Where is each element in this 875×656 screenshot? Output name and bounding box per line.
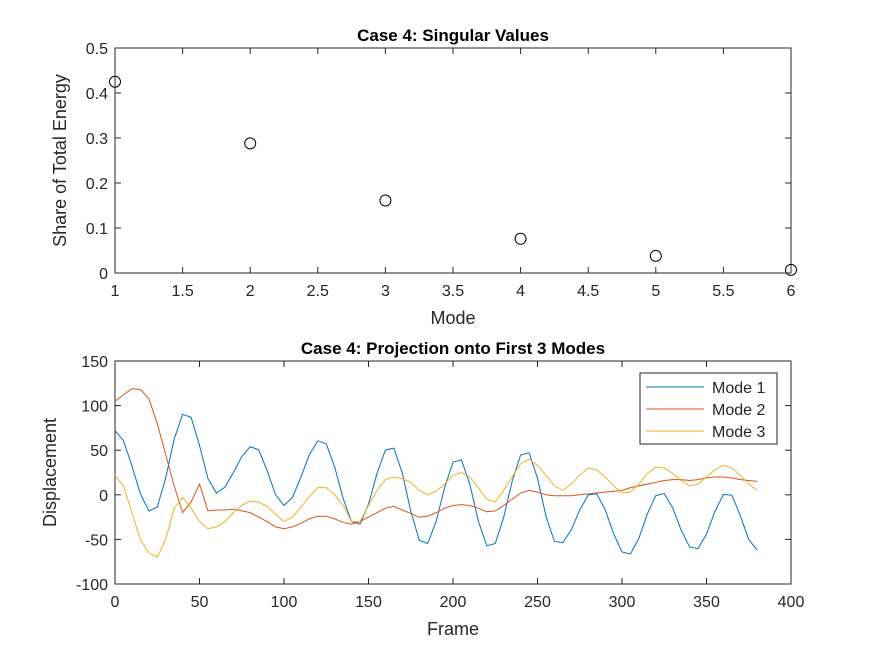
y-tick-label: 0 bbox=[99, 266, 108, 283]
y-axis-label: Displacement bbox=[40, 418, 60, 527]
y-tick-label: 100 bbox=[81, 399, 108, 416]
x-tick-label: 1 bbox=[111, 283, 120, 300]
data-point bbox=[379, 194, 392, 207]
x-tick-label: 2 bbox=[246, 283, 255, 300]
legend-label: Mode 1 bbox=[712, 380, 765, 397]
series-line bbox=[114, 413, 758, 555]
x-tick-label: 400 bbox=[778, 594, 805, 611]
x-tick-label: 250 bbox=[524, 594, 551, 611]
x-axis-label: Mode bbox=[430, 308, 475, 328]
series-line bbox=[114, 458, 758, 558]
legend-label: Mode 3 bbox=[712, 424, 765, 441]
data-point bbox=[244, 137, 257, 150]
chart-title: Case 4: Projection onto First 3 Modes bbox=[301, 339, 605, 358]
y-tick-label: 50 bbox=[90, 443, 108, 460]
x-tick-label: 50 bbox=[191, 594, 209, 611]
y-tick-label: 150 bbox=[81, 354, 108, 371]
x-tick-label: 0 bbox=[111, 594, 120, 611]
x-tick-label: 3.5 bbox=[442, 283, 464, 300]
data-point bbox=[514, 232, 527, 245]
data-point bbox=[109, 75, 121, 88]
y-tick-label: 0.4 bbox=[86, 86, 108, 103]
data-point bbox=[649, 249, 662, 262]
chart-title: Case 4: Singular Values bbox=[357, 26, 549, 45]
x-tick-label: 4.5 bbox=[577, 283, 599, 300]
legend-label: Mode 2 bbox=[712, 402, 765, 419]
x-tick-label: 5 bbox=[651, 283, 660, 300]
x-tick-label: 3 bbox=[381, 283, 390, 300]
x-tick-label: 2.5 bbox=[307, 283, 329, 300]
y-axis-label: Share of Total Energy bbox=[50, 74, 70, 247]
x-axis-label: Frame bbox=[427, 619, 479, 639]
legend: Mode 1 Mode 2 Mode 3 bbox=[639, 372, 778, 445]
y-tick-label: 0.1 bbox=[86, 221, 108, 238]
y-tick-label: 0.3 bbox=[86, 131, 108, 148]
x-tick-label: 6 bbox=[787, 283, 796, 300]
x-tick-label: 150 bbox=[355, 594, 382, 611]
x-tick-label: 350 bbox=[693, 594, 720, 611]
y-tick-label: 0.2 bbox=[86, 176, 108, 193]
y-tick-label: -100 bbox=[76, 577, 108, 594]
axes-box bbox=[114, 47, 792, 274]
data-point bbox=[785, 263, 797, 276]
x-tick-label: 5.5 bbox=[712, 283, 734, 300]
y-tick-label: 0.5 bbox=[86, 41, 108, 58]
x-tick-label: 100 bbox=[271, 594, 298, 611]
x-tick-label: 4 bbox=[516, 283, 525, 300]
x-tick-label: 1.5 bbox=[171, 283, 193, 300]
x-tick-label: 200 bbox=[440, 594, 467, 611]
series-line bbox=[114, 388, 758, 530]
y-tick-label: 0 bbox=[99, 488, 108, 505]
x-tick-label: 300 bbox=[609, 594, 636, 611]
y-tick-label: -50 bbox=[85, 532, 108, 549]
